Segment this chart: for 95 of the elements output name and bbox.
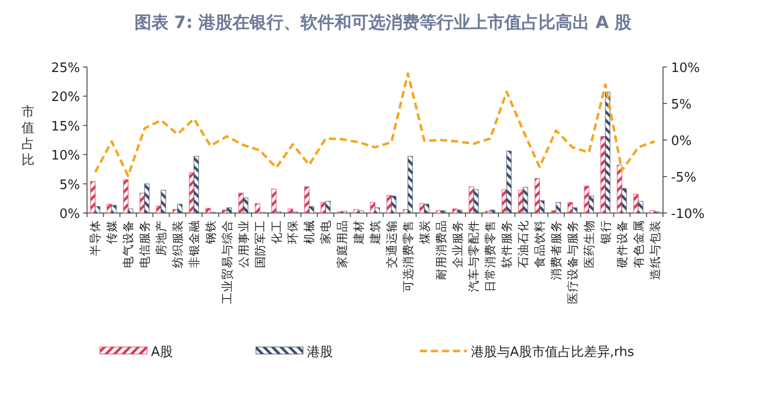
chart-title: 图表 7: 港股在银行、软件和可选消费等行业上市值占比高出 A 股 — [134, 13, 633, 33]
bar — [616, 164, 622, 214]
bar — [633, 194, 639, 214]
x-tick-label: 软件服务 — [500, 220, 514, 268]
y2-tick-label: 0% — [671, 134, 692, 149]
y-tick-label: 10% — [51, 148, 80, 164]
bar — [473, 189, 479, 214]
bar — [144, 183, 150, 214]
x-tick-label: 汽车与零配件 — [466, 220, 481, 292]
x-tick-label: 日常消费零售 — [483, 220, 498, 292]
x-tick-label: 企业服务 — [450, 220, 464, 268]
x-tick-label: 交通运输 — [384, 220, 398, 268]
x-tick-label: 石油石化 — [516, 220, 530, 268]
x-tick-label: 建筑 — [368, 220, 382, 245]
bar — [271, 188, 277, 214]
bar — [205, 208, 211, 214]
x-tick-label: 有色金属 — [631, 220, 646, 268]
bar — [242, 197, 248, 214]
bar — [226, 207, 232, 214]
bar — [452, 208, 458, 214]
bar — [604, 92, 611, 214]
y-tick-label: 15% — [51, 119, 80, 134]
bar — [456, 210, 462, 214]
x-tick-label: 半导体 — [88, 220, 102, 256]
legend-label: A股 — [151, 345, 173, 360]
bar — [304, 186, 310, 214]
line-series — [94, 72, 656, 178]
x-tick-label: 建材 — [352, 220, 366, 245]
bar — [123, 179, 129, 214]
x-tick-label: 家庭用品 — [335, 220, 350, 268]
x-tick-label: 化工 — [269, 220, 284, 244]
y-tick-label: 25% — [51, 61, 80, 76]
x-tick-label: 机械 — [302, 220, 316, 244]
x-tick-label: 煤炭 — [417, 220, 432, 244]
bar — [94, 206, 100, 214]
bar — [572, 207, 578, 214]
bar — [177, 204, 183, 214]
x-tick-label: 非银金融 — [186, 220, 201, 268]
bar — [424, 204, 430, 214]
bar — [160, 190, 166, 214]
x-tick-label: 工业贸易与综合 — [220, 220, 234, 304]
x-tick-label: 造纸与包装 — [648, 220, 662, 280]
legend-label: 港股与A股市值占比差异,rhs — [471, 345, 634, 360]
bar — [522, 186, 528, 214]
x-tick-label: 食品饮料 — [532, 220, 547, 268]
bar — [650, 210, 656, 214]
x-tick-label: 银行 — [598, 220, 612, 245]
bar — [638, 200, 644, 214]
x-tick-label: 纺织服装 — [170, 220, 185, 268]
x-tick-label: 房地产 — [154, 220, 168, 256]
y-tick-label: 20% — [51, 90, 80, 106]
bar — [440, 210, 446, 214]
x-tick-label: 环保 — [286, 220, 300, 244]
x-tick-label: 电信服务 — [138, 220, 152, 268]
bar — [490, 210, 496, 214]
bar — [308, 206, 314, 214]
x-tick-label: 电气设备 — [121, 220, 136, 268]
x-tick-label: 国防军工 — [252, 220, 267, 268]
bar — [534, 178, 540, 214]
bar — [358, 210, 364, 214]
bar — [254, 203, 260, 214]
y2-tick-label: -5% — [671, 170, 696, 186]
x-tick-label: 公用事业 — [236, 220, 250, 268]
bar — [90, 180, 96, 214]
bar — [374, 207, 380, 214]
bar — [111, 204, 117, 214]
bar — [506, 150, 512, 214]
x-tick-label: 可选消费零售 — [400, 220, 415, 292]
x-tick-label: 消费者服务 — [549, 220, 564, 280]
bar — [539, 200, 545, 214]
y-tick-label: 5% — [59, 178, 80, 193]
bar — [288, 208, 294, 214]
y-axis-title: 市值占比 — [22, 105, 34, 168]
x-tick-label: 传媒 — [104, 220, 119, 244]
legend-label: 港股 — [307, 345, 333, 360]
bar — [556, 202, 562, 214]
bar — [193, 156, 200, 214]
y-tick-label: 0% — [59, 207, 80, 222]
x-tick-label: 硬件设备 — [614, 220, 629, 268]
y2-tick-label: 5% — [671, 98, 692, 112]
y2-tick-label: 10% — [671, 61, 700, 76]
bar — [238, 192, 244, 214]
bar — [390, 196, 397, 214]
bar — [407, 156, 414, 214]
x-tick-label: 钢铁 — [203, 220, 218, 245]
y2-tick-label: -10% — [671, 207, 705, 222]
x-tick-label: 医药生物 — [582, 220, 596, 268]
x-tick-label: 家电 — [318, 220, 333, 244]
bar — [325, 200, 331, 214]
bar — [436, 210, 442, 214]
bar — [588, 196, 594, 214]
bar — [128, 208, 134, 214]
bar — [621, 188, 627, 214]
x-tick-label: 耐用消费品 — [434, 220, 448, 280]
x-tick-label: 医疗设备与服务 — [565, 220, 580, 304]
